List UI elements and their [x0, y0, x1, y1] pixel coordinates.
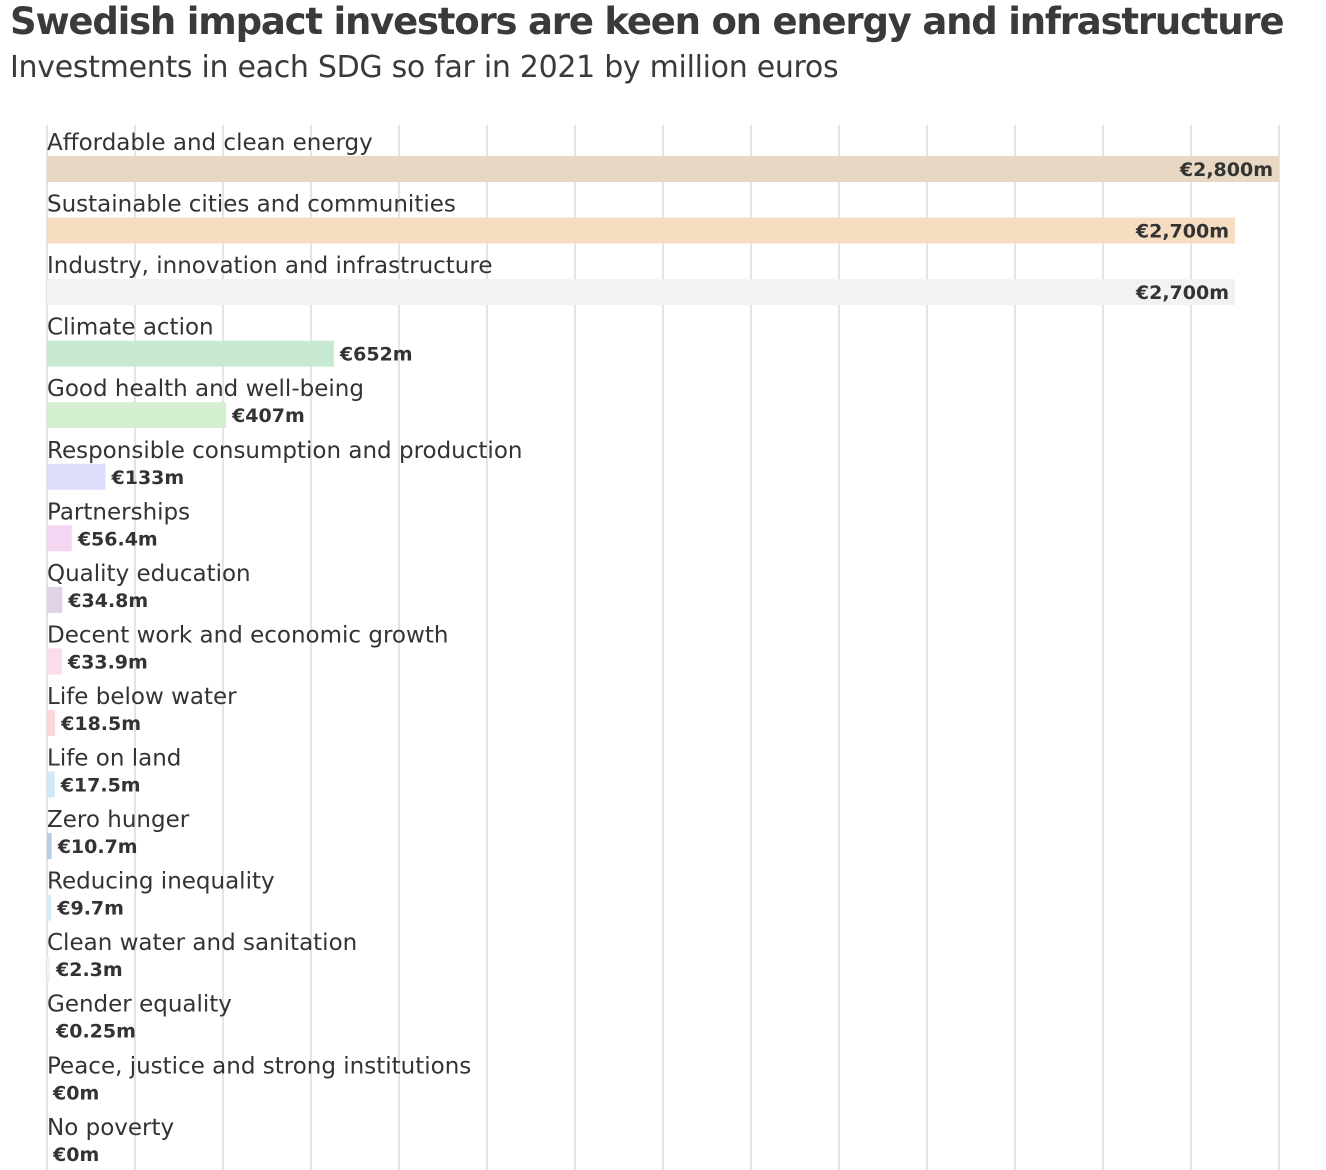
bar-row: Partnerships €56.4m	[47, 499, 190, 552]
bar-row: Good health and well-being €407m	[47, 376, 364, 429]
category-label: Good health and well-being	[47, 376, 364, 402]
bar	[47, 709, 56, 736]
category-label: Decent work and economic growth	[47, 622, 448, 648]
value-label: €56.4m	[77, 528, 158, 550]
bar	[47, 771, 55, 798]
bar-row: Life below water €18.5m	[47, 684, 237, 736]
bar-row: Sustainable cities and communities €2,700…	[47, 192, 1235, 244]
category-label: Affordable and clean energy	[47, 130, 373, 156]
value-label: €10.7m	[57, 836, 138, 858]
bar	[47, 340, 334, 367]
value-label: €33.9m	[67, 651, 148, 673]
category-label: Climate action	[47, 315, 214, 341]
value-label: €0m	[52, 1144, 99, 1166]
category-label: Clean water and sanitation	[47, 930, 357, 956]
bar	[47, 525, 72, 552]
bar	[47, 463, 106, 490]
category-label: Life below water	[47, 684, 237, 710]
bar-row: Peace, justice and strong institutions €0…	[47, 1053, 471, 1104]
bar-row: Decent work and economic growth €33.9m	[47, 622, 448, 675]
bar-row: Reducing inequality €9.7m	[47, 869, 275, 921]
category-label: Partnerships	[47, 499, 190, 525]
bar	[47, 648, 62, 675]
bar-row: Clean water and sanitation €2.3m	[47, 930, 357, 983]
category-label: Quality education	[47, 561, 251, 587]
chart-subtitle: Investments in each SDG so far in 2021 b…	[10, 50, 839, 85]
category-label: Life on land	[47, 746, 181, 772]
bar-row: Zero hunger €10.7m	[47, 807, 190, 860]
bar-row: Quality education €34.8m	[47, 561, 251, 613]
bar	[47, 402, 227, 429]
bar-row: No poverty €0m	[47, 1115, 174, 1166]
value-label: €18.5m	[60, 713, 141, 735]
category-label: Gender equality	[47, 992, 232, 1018]
value-label: €0.25m	[55, 1021, 136, 1043]
bar-row: Climate action €652m	[47, 315, 413, 367]
category-label: Industry, innovation and infrastructure	[47, 253, 493, 279]
value-label: €652m	[339, 344, 413, 366]
value-label: €2.3m	[55, 959, 123, 981]
value-label: €407m	[231, 405, 305, 427]
bar	[47, 956, 50, 983]
category-label: Sustainable cities and communities	[47, 192, 456, 218]
category-label: Reducing inequality	[47, 869, 275, 895]
category-label: Peace, justice and strong institutions	[47, 1053, 471, 1079]
bar	[47, 833, 52, 860]
value-label: €9.7m	[56, 898, 124, 920]
bar	[47, 279, 1235, 306]
bar-row: Responsible consumption and production €1…	[47, 438, 522, 490]
bar-row: Gender equality €0.25m	[47, 992, 232, 1043]
bar	[47, 586, 63, 613]
bar-row: Industry, innovation and infrastructure €…	[47, 253, 1235, 306]
bars: Affordable and clean energy €2,800m Sustai…	[47, 130, 1279, 1166]
chart-title: Swedish impact investors are keen on ene…	[10, 0, 1285, 43]
value-label: €34.8m	[67, 590, 148, 612]
category-label: No poverty	[47, 1115, 174, 1141]
category-label: Responsible consumption and production	[47, 438, 522, 464]
value-label: €133m	[111, 467, 185, 489]
value-label: €2,700m	[1135, 282, 1229, 304]
bar	[47, 894, 52, 921]
value-label: €17.5m	[60, 775, 141, 797]
value-label: €0m	[52, 1082, 99, 1104]
bar	[47, 217, 1235, 244]
category-label: Zero hunger	[47, 807, 190, 833]
value-label: €2,700m	[1135, 221, 1229, 243]
bar	[47, 156, 1279, 182]
bar-row: Life on land €17.5m	[47, 746, 181, 798]
bar-row: Affordable and clean energy €2,800m	[47, 130, 1279, 182]
value-label: €2,800m	[1179, 159, 1273, 181]
